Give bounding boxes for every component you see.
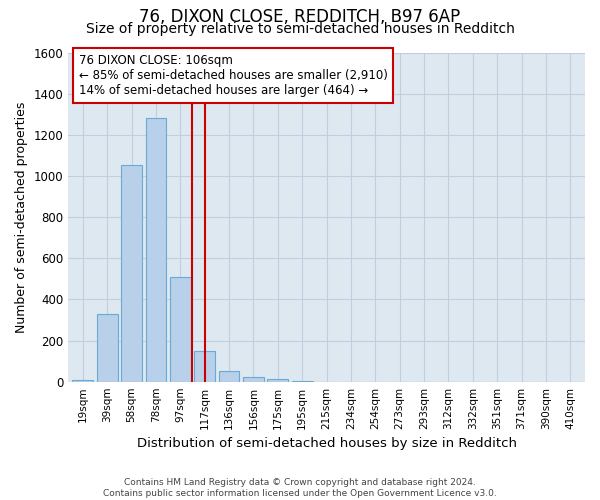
Text: 76, DIXON CLOSE, REDDITCH, B97 6AP: 76, DIXON CLOSE, REDDITCH, B97 6AP <box>139 8 461 26</box>
Text: Size of property relative to semi-detached houses in Redditch: Size of property relative to semi-detach… <box>86 22 514 36</box>
Bar <box>146 118 166 382</box>
Text: Contains HM Land Registry data © Crown copyright and database right 2024.
Contai: Contains HM Land Registry data © Crown c… <box>103 478 497 498</box>
Y-axis label: Number of semi-detached properties: Number of semi-detached properties <box>15 102 28 333</box>
X-axis label: Distribution of semi-detached houses by size in Redditch: Distribution of semi-detached houses by … <box>137 437 517 450</box>
Bar <box>121 164 142 382</box>
Bar <box>243 376 264 382</box>
Bar <box>170 277 191 382</box>
Bar <box>97 314 118 382</box>
Bar <box>219 372 239 382</box>
Bar <box>73 380 93 382</box>
Text: 76 DIXON CLOSE: 106sqm
← 85% of semi-detached houses are smaller (2,910)
14% of : 76 DIXON CLOSE: 106sqm ← 85% of semi-det… <box>79 54 388 97</box>
Bar <box>292 380 313 382</box>
Bar <box>268 378 288 382</box>
Bar <box>194 351 215 382</box>
